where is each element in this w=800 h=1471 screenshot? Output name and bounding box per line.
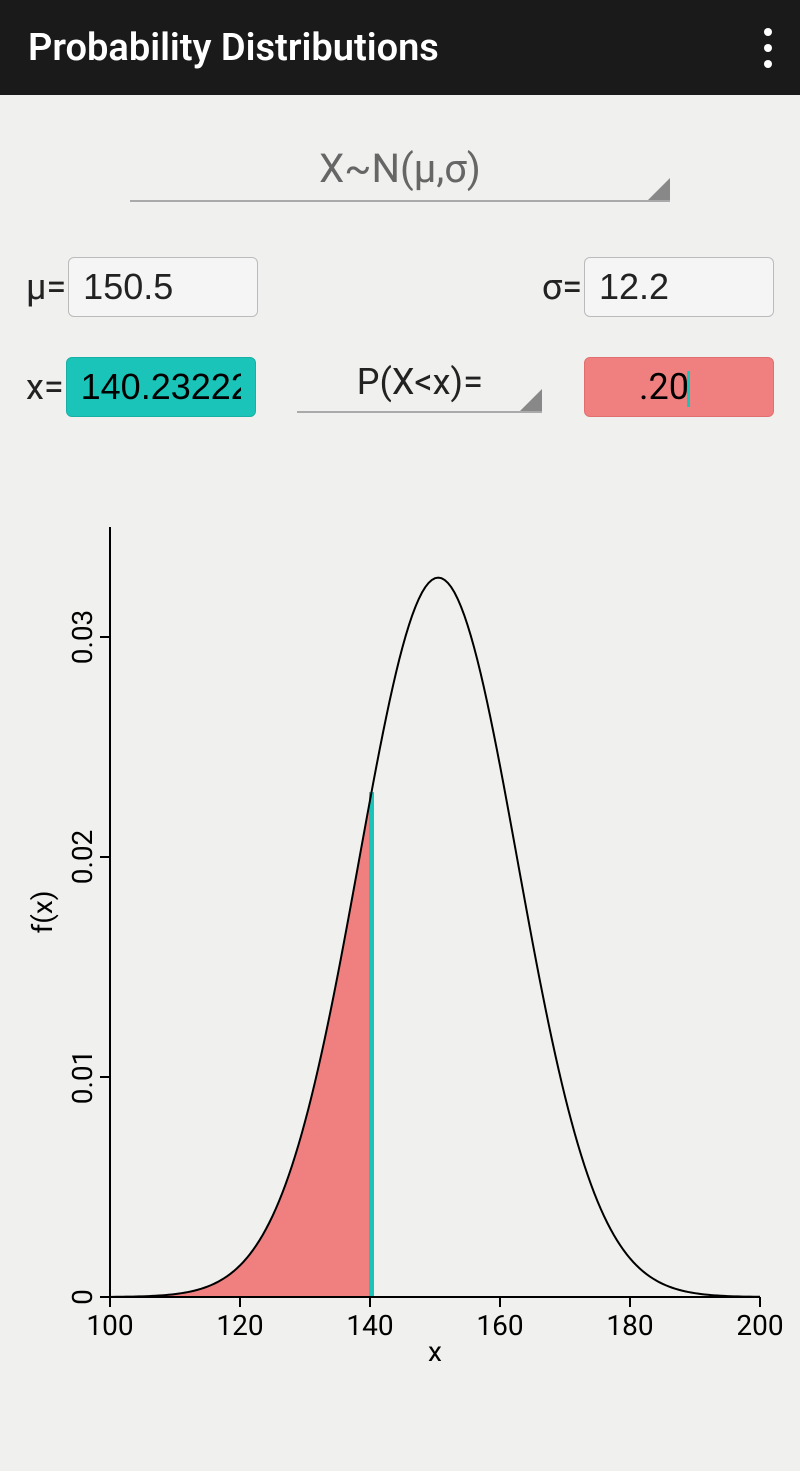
svg-text:0.02: 0.02 [66,830,99,885]
x-group: x= [26,357,256,417]
chevron-down-icon [520,389,542,411]
params-row-1: μ= σ= [20,257,780,317]
svg-text:120: 120 [216,1309,263,1342]
prob-input[interactable]: .20 [584,357,774,417]
mu-group: μ= [26,257,258,317]
chart-svg: 100 120 140 160 180 200 0 0.01 0.02 0.03 x f(x) [30,517,790,1367]
svg-text:100: 100 [86,1309,133,1342]
prob-group: .20 [584,357,774,417]
params-row-2: x= P(X<x)= .20 [20,357,780,417]
prob-label: P(X<x)= [297,361,542,403]
mu-label: μ= [26,266,66,308]
dropdown-underline [130,200,670,202]
sigma-label: σ= [542,266,582,308]
svg-text:0: 0 [66,1289,99,1305]
svg-text:0.01: 0.01 [66,1050,99,1105]
svg-text:0.03: 0.03 [66,610,99,665]
svg-text:200: 200 [736,1309,783,1342]
text-cursor [687,371,690,407]
svg-text:140: 140 [346,1309,393,1342]
prob-dropdown-underline [297,411,542,413]
sigma-group: σ= [542,257,774,317]
chevron-down-icon [648,178,670,200]
app-header: Probability Distributions [0,0,800,95]
svg-text:x: x [428,1335,442,1367]
menu-icon[interactable] [764,28,772,68]
x-label: x= [26,366,64,408]
svg-text:180: 180 [606,1309,653,1342]
page-title: Probability Distributions [28,26,439,70]
distribution-formula: X~N(μ,σ) [130,145,670,192]
svg-text:160: 160 [476,1309,523,1342]
x-input[interactable] [66,357,256,417]
distribution-select[interactable]: X~N(μ,σ) [130,145,670,202]
prob-type-select[interactable]: P(X<x)= [297,361,542,413]
svg-text:f(x): f(x) [30,891,59,934]
pdf-chart: 100 120 140 160 180 200 0 0.01 0.02 0.03 x f(x) [20,517,780,1371]
mu-input[interactable] [68,257,258,317]
main-content: X~N(μ,σ) μ= σ= x= P(X<x)= .20 [0,95,800,1371]
sigma-input[interactable] [584,257,774,317]
